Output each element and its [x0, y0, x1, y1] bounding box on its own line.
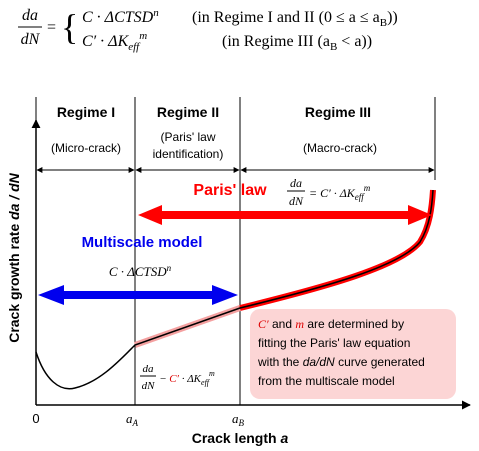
var: a	[232, 411, 239, 426]
frac-num: da	[143, 363, 155, 375]
multiscale-label: Multiscale model	[82, 234, 203, 251]
sub: eff	[355, 192, 365, 202]
exp: n	[167, 263, 172, 273]
sub: B	[239, 418, 245, 428]
paris-curve	[239, 189, 436, 311]
cond-end: < a))	[337, 33, 372, 50]
sub: eff	[128, 41, 141, 53]
fit-eq: da dN − C′ · ΔKeffm	[140, 363, 215, 392]
exp: n	[153, 7, 159, 19]
sub: B	[380, 17, 387, 29]
case1: C · ΔCTSDn	[82, 7, 159, 26]
frac-num: da	[290, 176, 302, 190]
exp: m	[364, 183, 371, 193]
minus: −	[160, 373, 166, 385]
svg-text:= C′ · ΔKeffm: = C′ · ΔKeffm	[309, 183, 371, 202]
paris-label: Paris' law	[193, 182, 267, 199]
rest: are determined by	[304, 317, 404, 331]
c: C′	[258, 317, 269, 331]
sub: B	[330, 41, 337, 53]
c: C′	[169, 373, 179, 385]
note-box	[250, 309, 456, 399]
var: a	[280, 430, 288, 446]
exp: m	[209, 369, 215, 378]
regime-desc: (Paris' law	[161, 130, 216, 144]
expr: C · ΔCTSD	[109, 264, 167, 279]
cond: (in Regime III (a	[222, 33, 330, 50]
sub: eff	[201, 378, 211, 387]
equals: =	[47, 19, 56, 36]
frac-den: dN	[142, 380, 156, 392]
m: m	[295, 317, 304, 331]
and: and	[269, 317, 296, 331]
svg-text:C′ and m are determined by: C′ and m are determined by	[258, 317, 404, 331]
label: Crack length	[192, 430, 281, 446]
x-axis-label: Crack length a	[192, 430, 289, 446]
regime-title: Regime II	[157, 104, 219, 120]
exp: m	[139, 30, 147, 42]
paris-arrow	[138, 205, 432, 225]
rest: · ΔK	[179, 373, 202, 385]
cond2: (in Regime III (aB < a))	[222, 33, 372, 53]
frac-den: dN	[21, 31, 41, 48]
regime-desc: (Macro-crack)	[303, 141, 377, 155]
crack-curve	[35, 189, 434, 390]
frac-den: dN	[289, 194, 304, 208]
var: da / dN	[6, 172, 22, 220]
svg-text:−C′ · ΔKeffm: − C′ · ΔKeffm	[160, 369, 215, 387]
equation: da dN = { C · ΔCTSDn (in Regime I and II…	[18, 7, 398, 53]
multiscale-arrow	[38, 285, 238, 305]
frac-num: da	[22, 7, 38, 24]
expr: C′ · ΔK	[82, 33, 130, 50]
note-line: from the multiscale model	[258, 374, 395, 388]
origin-label: 0	[32, 411, 39, 426]
cond-end: ))	[387, 9, 398, 26]
sub: A	[132, 418, 139, 428]
regime-desc: identification)	[153, 147, 224, 161]
regime-labels: Regime I Regime II Regime III (Micro-cra…	[51, 104, 377, 161]
rhs: = C′ · ΔK	[309, 186, 356, 200]
aB-label: aB	[232, 411, 245, 428]
y-axis-label: Crack growth rate da / dN	[6, 172, 22, 342]
regime-title: Regime I	[57, 104, 115, 120]
svg-text:with the da/dN curve generated: with the da/dN curve generated	[257, 355, 425, 369]
label: Crack growth rate	[6, 220, 22, 343]
case2: C′ · ΔKeffm	[82, 30, 147, 53]
regime-title: Regime III	[305, 104, 371, 120]
brace: {	[61, 7, 78, 47]
var: a	[126, 411, 133, 426]
cond1: (in Regime I and II (0 ≤ a ≤ aB))	[192, 9, 398, 29]
note-line: fitting the Paris' law equation	[258, 336, 410, 350]
post: curve generated	[335, 355, 425, 369]
dadn: da/dN	[303, 355, 335, 369]
regime-desc: (Micro-crack)	[51, 141, 121, 155]
note: C′ and m are determined by fitting the P…	[257, 317, 425, 388]
dividers	[35, 97, 436, 405]
paris-eq: da dN = C′ · ΔKeffm	[287, 176, 371, 208]
multiscale-eq: C · ΔCTSDn	[109, 263, 172, 279]
aA-label: aA	[126, 411, 139, 428]
pre: with the	[257, 355, 303, 369]
cond: (in Regime I and II (0 ≤ a ≤ a	[192, 9, 380, 26]
expr: C · ΔCTSD	[82, 9, 154, 26]
